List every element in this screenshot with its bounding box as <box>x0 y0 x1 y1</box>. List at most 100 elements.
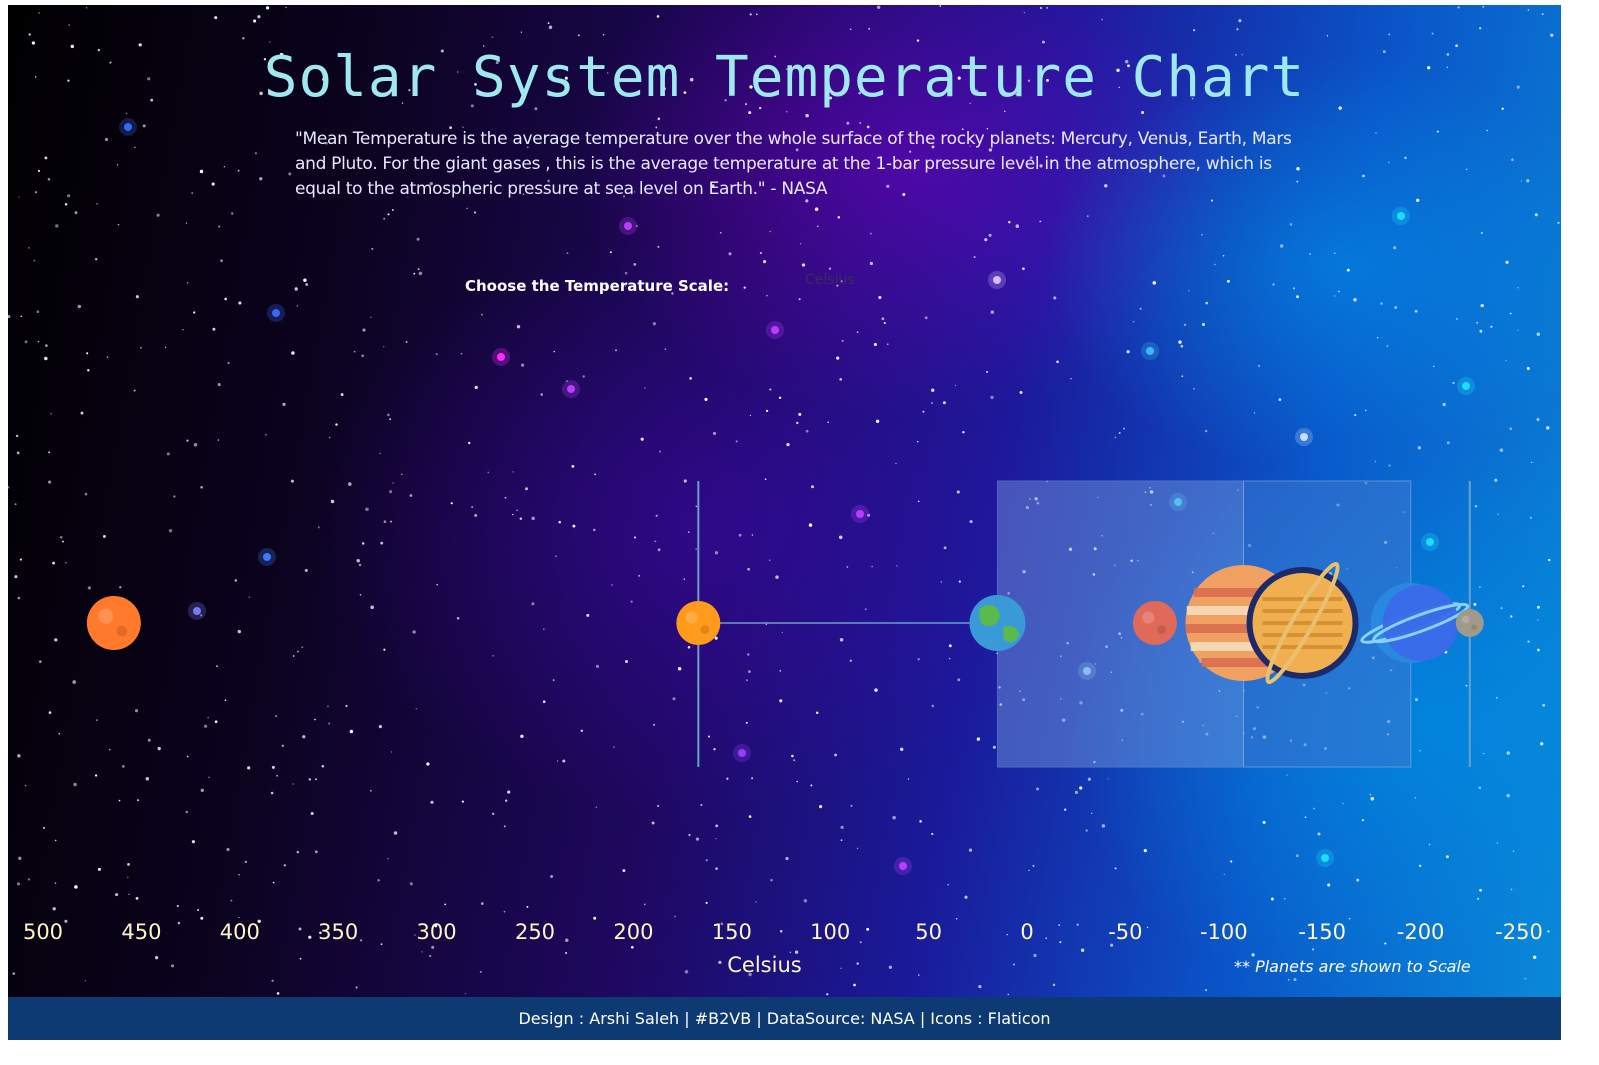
star <box>335 423 338 426</box>
star <box>684 969 689 974</box>
star <box>356 559 360 563</box>
star <box>695 505 697 507</box>
star <box>65 562 67 564</box>
star <box>345 704 348 708</box>
star <box>940 581 943 583</box>
star <box>652 322 657 326</box>
star <box>1393 246 1397 250</box>
star <box>1482 752 1485 755</box>
star <box>1465 684 1468 687</box>
star <box>867 513 871 517</box>
star <box>68 24 70 26</box>
star <box>1214 263 1216 266</box>
neptune-body <box>1382 585 1459 661</box>
star <box>827 421 829 424</box>
temperature-scale-dropdown[interactable]: Celsius <box>805 272 855 288</box>
star <box>748 111 752 115</box>
star <box>763 260 767 264</box>
star <box>724 99 727 102</box>
star <box>526 905 529 908</box>
star <box>1112 132 1117 137</box>
star <box>1074 790 1078 795</box>
star <box>866 139 869 141</box>
star <box>70 44 74 49</box>
star <box>1317 832 1321 836</box>
star <box>1114 564 1116 567</box>
star <box>1029 498 1031 500</box>
star <box>197 908 200 911</box>
star <box>883 321 886 325</box>
star <box>1211 199 1213 202</box>
star <box>339 159 341 161</box>
star <box>990 310 995 314</box>
star <box>793 759 796 762</box>
star <box>874 688 878 692</box>
star <box>749 13 752 16</box>
star <box>688 833 691 837</box>
star <box>1511 158 1514 162</box>
star <box>315 778 317 781</box>
star <box>789 951 792 954</box>
star <box>886 343 889 346</box>
star <box>58 732 61 735</box>
star <box>571 465 575 468</box>
star <box>283 864 286 867</box>
star <box>1019 391 1023 394</box>
star <box>939 5 942 7</box>
star <box>276 774 278 777</box>
star <box>976 737 981 741</box>
star <box>1205 732 1209 736</box>
star <box>50 413 52 415</box>
star <box>238 874 240 876</box>
star <box>259 177 263 181</box>
mercury-body <box>676 601 721 645</box>
x-tick-label: -100 <box>1200 920 1248 944</box>
star <box>1529 516 1532 519</box>
star <box>257 15 261 19</box>
star <box>656 15 660 18</box>
star <box>814 207 819 211</box>
star <box>871 565 873 568</box>
star <box>783 135 788 140</box>
star <box>540 393 543 396</box>
star <box>216 665 218 668</box>
star <box>491 36 494 38</box>
star <box>1455 317 1458 320</box>
star <box>177 921 181 925</box>
star <box>134 146 136 149</box>
star <box>1541 13 1544 16</box>
star <box>1079 786 1083 790</box>
star <box>64 919 68 923</box>
star <box>791 754 794 758</box>
star <box>803 899 808 903</box>
star <box>176 904 179 908</box>
star <box>387 213 390 216</box>
star <box>856 962 859 965</box>
star <box>157 746 161 751</box>
star <box>1346 268 1350 272</box>
star <box>479 970 482 973</box>
star <box>648 83 652 87</box>
star <box>467 441 471 445</box>
star <box>31 41 36 45</box>
star <box>378 724 383 729</box>
star <box>943 546 947 550</box>
star <box>17 596 21 600</box>
star <box>969 102 971 105</box>
star <box>715 867 718 870</box>
star <box>74 885 78 889</box>
star <box>922 410 925 413</box>
star <box>1101 18 1103 21</box>
glow-star-halo <box>1295 428 1313 446</box>
star <box>1008 220 1011 224</box>
star <box>838 535 843 540</box>
x-tick-label: 0 <box>1020 920 1033 944</box>
star <box>749 85 753 89</box>
star <box>1046 480 1049 483</box>
star <box>1361 819 1364 822</box>
star <box>558 520 561 524</box>
star <box>1370 796 1375 801</box>
star <box>226 847 230 852</box>
star <box>482 45 485 47</box>
star <box>749 414 752 417</box>
